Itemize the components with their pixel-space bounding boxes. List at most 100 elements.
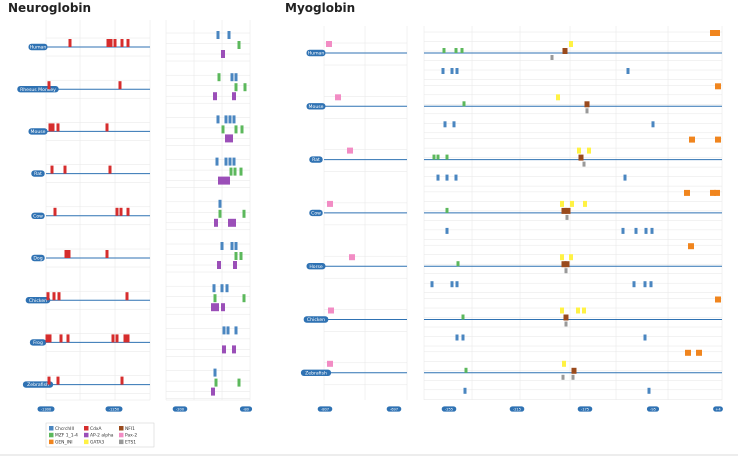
site-cdxa xyxy=(48,123,52,132)
site-ctcf xyxy=(436,174,440,181)
site-mzf1-1-4 xyxy=(242,209,246,218)
site-mzf1-1-4 xyxy=(464,367,468,373)
species-label-zebrafish: Zebrafish xyxy=(27,382,49,388)
site-gata3 xyxy=(560,254,564,261)
site-mzf1-1-4 xyxy=(243,83,247,92)
site-ctcf xyxy=(225,284,229,293)
site-mzf1-1-4 xyxy=(239,252,243,260)
legend-label: GEN_INI xyxy=(55,440,73,446)
site-ap-2-alpha xyxy=(228,218,232,227)
site-gata3 xyxy=(569,41,573,47)
site-cdxa xyxy=(53,207,57,216)
mb-axis2-tick-0-pill xyxy=(441,406,457,412)
site-ctcf xyxy=(227,31,231,39)
site-gata3 xyxy=(569,254,573,261)
site-cdxa xyxy=(48,334,52,343)
site-pax-2 xyxy=(327,200,333,207)
site-nfi1 xyxy=(564,261,570,268)
site-cdxa xyxy=(111,334,115,343)
site-ap-2-alpha xyxy=(232,345,236,354)
site-mzf1-1-4 xyxy=(218,209,222,218)
site-ap-2-alpha xyxy=(233,261,237,269)
site-mzf1-1-4 xyxy=(237,41,241,49)
site-cdxa xyxy=(105,250,109,258)
site-ctcf xyxy=(234,73,238,82)
neuroglobin-title: Neuroglobin xyxy=(8,1,92,15)
mb-axis1-end-pill xyxy=(386,406,402,412)
site-gen-ini xyxy=(715,136,721,143)
legend-swatch xyxy=(84,426,89,431)
site-mzf1-1-4 xyxy=(242,294,246,303)
site-ctcf xyxy=(626,68,630,74)
site-mzf1-1-4 xyxy=(217,73,221,82)
site-cdxa xyxy=(56,123,60,132)
site-ets1 xyxy=(564,321,568,327)
site-cdxa xyxy=(105,123,109,132)
site-nfi1 xyxy=(584,101,590,108)
site-ap-2-alpha xyxy=(214,218,218,227)
site-ctcf xyxy=(623,174,627,181)
site-ctcf xyxy=(441,68,445,74)
site-ap-2-alpha xyxy=(226,176,230,185)
site-ctcf xyxy=(463,387,467,394)
site-ets1 xyxy=(585,108,589,114)
legend-label: MZF 1_1-4 xyxy=(55,433,78,439)
site-ctcf xyxy=(450,281,454,288)
site-ctcf xyxy=(450,68,454,74)
legend-box xyxy=(45,422,155,448)
site-ap-2-alpha xyxy=(222,176,226,185)
site-mzf1-1-4 xyxy=(436,154,440,160)
mb-axis2-tick-4-pill xyxy=(713,406,723,412)
site-gen-ini xyxy=(696,349,702,356)
site-ctcf xyxy=(455,281,459,288)
site-ets1 xyxy=(582,161,586,167)
site-gen-ini xyxy=(688,243,694,250)
site-gata3 xyxy=(576,307,580,314)
site-cdxa xyxy=(119,207,123,216)
site-ap-2-alpha xyxy=(217,261,221,269)
species-label-chicken-pill xyxy=(303,316,329,323)
site-gata3 xyxy=(577,147,581,154)
site-cdxa xyxy=(52,292,56,301)
site-mzf1-1-4 xyxy=(214,378,218,387)
site-cdxa xyxy=(63,165,67,174)
site-ctcf xyxy=(224,157,228,166)
site-pax-2 xyxy=(349,254,355,261)
site-ctcf xyxy=(452,121,456,128)
site-ap-2-alpha xyxy=(232,218,236,227)
site-nfi1 xyxy=(578,154,584,161)
site-ctcf xyxy=(228,157,232,166)
ngb-axis2-end: -80 xyxy=(243,407,250,411)
mb-axis2-tick-3: -95 xyxy=(650,407,656,411)
legend-swatch xyxy=(49,426,54,431)
site-ap-2-alpha xyxy=(213,92,217,101)
site-cdxa xyxy=(125,292,129,301)
site-cdxa xyxy=(64,250,68,258)
site-ctcf xyxy=(226,326,230,335)
species-label-rat: Rat xyxy=(312,157,320,163)
site-mzf1-1-4 xyxy=(234,83,238,92)
site-ets1 xyxy=(564,268,568,274)
site-cdxa xyxy=(118,81,122,90)
site-gen-ini xyxy=(710,30,716,36)
site-nfi1 xyxy=(562,48,568,54)
site-ctcf xyxy=(643,334,647,341)
site-ctcf xyxy=(232,115,236,124)
site-mzf1-1-4 xyxy=(229,167,233,176)
site-ctcf xyxy=(215,157,219,166)
mb-axis2-tick-4: +4 xyxy=(715,407,721,411)
ngb-axis1-end: -1250 xyxy=(109,407,120,411)
site-cdxa xyxy=(126,207,130,216)
site-cdxa xyxy=(45,334,49,343)
site-pax-2 xyxy=(335,94,341,101)
ngb-axis1-start: -1300 xyxy=(41,407,52,411)
site-cdxa xyxy=(123,334,127,343)
species-label-human: Human xyxy=(308,51,325,57)
mb-axis2-tick-2: -175 xyxy=(581,407,589,411)
ngb-axis2-end-pill xyxy=(239,406,253,412)
site-mzf1-1-4 xyxy=(234,125,238,134)
site-ctcf xyxy=(220,242,224,250)
site-nfi1 xyxy=(561,261,567,268)
site-gen-ini xyxy=(684,189,690,196)
